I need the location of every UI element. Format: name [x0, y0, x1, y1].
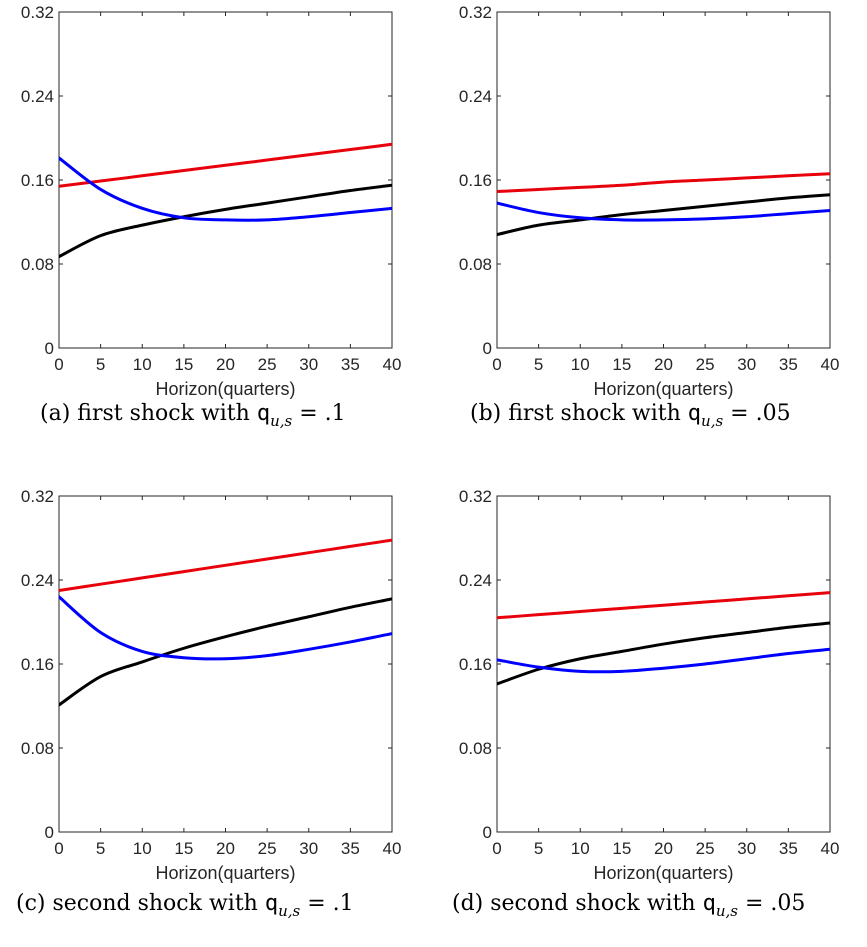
x-axis-label: Horizon(quarters) — [593, 379, 733, 399]
x-tick-label: 20 — [216, 355, 235, 374]
series-line-1 — [497, 193, 830, 237]
x-tick-label: 40 — [821, 355, 840, 374]
series-line-2 — [497, 647, 830, 674]
y-tick-label: 0 — [483, 339, 492, 358]
panel-caption: (a) first shock with qu,s = .1 — [40, 401, 346, 430]
x-tick-label: 30 — [737, 355, 756, 374]
x-tick-label: 10 — [133, 355, 152, 374]
series-line-1 — [59, 597, 392, 707]
x-tick-label: 20 — [216, 839, 235, 858]
x-tick-label: 25 — [696, 839, 715, 858]
panel-caption: (c) second shock with qu,s = .1 — [16, 891, 354, 920]
chart-panel-3: 0 5 10 15 20 25 30 35 40 0 0.08 0.16 0.24 0.32 Horizon… — [459, 487, 840, 883]
x-tick-label: 40 — [821, 839, 840, 858]
y-tick-label: 0.16 — [459, 171, 492, 190]
y-tick-label: 0.32 — [21, 3, 54, 22]
x-axis-label: Horizon(quarters) — [155, 379, 295, 399]
series-group — [497, 172, 830, 237]
x-tick-label: 30 — [737, 839, 756, 858]
x-tick-label: 15 — [174, 839, 193, 858]
y-tick-label: 0.16 — [21, 171, 54, 190]
y-tick-label: 0.16 — [459, 655, 492, 674]
y-tick-label: 0.08 — [459, 255, 492, 274]
plot-area — [496, 495, 831, 833]
x-tick-label: 40 — [383, 839, 402, 858]
x-tick-label: 20 — [654, 839, 673, 858]
x-tick-label: 0 — [492, 355, 501, 374]
y-tick-label: 0.32 — [459, 3, 492, 22]
x-tick-label: 35 — [779, 355, 798, 374]
series-line-2 — [59, 595, 392, 661]
x-tick-label: 0 — [54, 355, 63, 374]
y-tick-label: 0.24 — [459, 87, 492, 106]
series-line-1 — [497, 621, 830, 686]
x-tick-label: 25 — [696, 355, 715, 374]
chart-panel-2: 0 5 10 15 20 25 30 35 40 0 0.08 0.16 0.24 0.32 Horizon… — [21, 487, 402, 883]
x-tick-label: 40 — [383, 355, 402, 374]
panel-caption: (d) second shock with qu,s = .05 — [452, 891, 805, 920]
x-tick-label: 25 — [258, 839, 277, 858]
y-tick-label: 0.08 — [459, 739, 492, 758]
series-line-0 — [59, 142, 392, 188]
x-tick-label: 30 — [299, 839, 318, 858]
series-group — [497, 591, 830, 686]
x-tick-label: 0 — [492, 839, 501, 858]
series-line-1 — [59, 183, 392, 259]
y-tick-label: 0 — [45, 339, 54, 358]
x-tick-label: 5 — [534, 839, 543, 858]
x-tick-label: 30 — [299, 355, 318, 374]
y-tick-label: 0.24 — [459, 571, 492, 590]
y-tick-label: 0.16 — [21, 655, 54, 674]
x-axis-label: Horizon(quarters) — [593, 863, 733, 883]
x-tick-label: 0 — [54, 839, 63, 858]
x-tick-label: 15 — [612, 839, 631, 858]
x-tick-label: 10 — [133, 839, 152, 858]
x-tick-label: 35 — [341, 355, 360, 374]
y-tick-label: 0.32 — [459, 487, 492, 506]
panel-caption: (b) first shock with qu,s = .05 — [470, 401, 791, 430]
x-tick-label: 10 — [571, 355, 590, 374]
series-line-0 — [497, 172, 830, 194]
chart-panel-0: 0 5 10 15 20 25 30 35 40 0 0.08 0.16 0.24 0.32 Horizon… — [21, 3, 402, 399]
plot-area — [496, 11, 831, 349]
x-tick-label: 15 — [612, 355, 631, 374]
series-line-0 — [497, 591, 830, 620]
y-tick-label: 0.32 — [21, 487, 54, 506]
x-tick-label: 25 — [258, 355, 277, 374]
y-tick-label: 0 — [483, 823, 492, 842]
series-group — [59, 142, 392, 259]
x-tick-label: 5 — [96, 839, 105, 858]
chart-panel-1: 0 5 10 15 20 25 30 35 40 0 0.08 0.16 0.24 0.32 Horizon… — [459, 3, 840, 399]
x-tick-label: 15 — [174, 355, 193, 374]
y-tick-label: 0.24 — [21, 571, 54, 590]
x-tick-label: 20 — [654, 355, 673, 374]
series-line-2 — [497, 201, 830, 222]
y-tick-label: 0 — [45, 823, 54, 842]
y-tick-label: 0.08 — [21, 739, 54, 758]
y-tick-label: 0.24 — [21, 87, 54, 106]
series-line-2 — [59, 156, 392, 222]
x-tick-label: 10 — [571, 839, 590, 858]
x-tick-label: 35 — [341, 839, 360, 858]
x-axis-label: Horizon(quarters) — [155, 863, 295, 883]
series-line-0 — [59, 538, 392, 592]
x-tick-label: 5 — [96, 355, 105, 374]
x-tick-label: 5 — [534, 355, 543, 374]
y-tick-label: 0.08 — [21, 255, 54, 274]
x-tick-label: 35 — [779, 839, 798, 858]
series-group — [59, 538, 392, 707]
